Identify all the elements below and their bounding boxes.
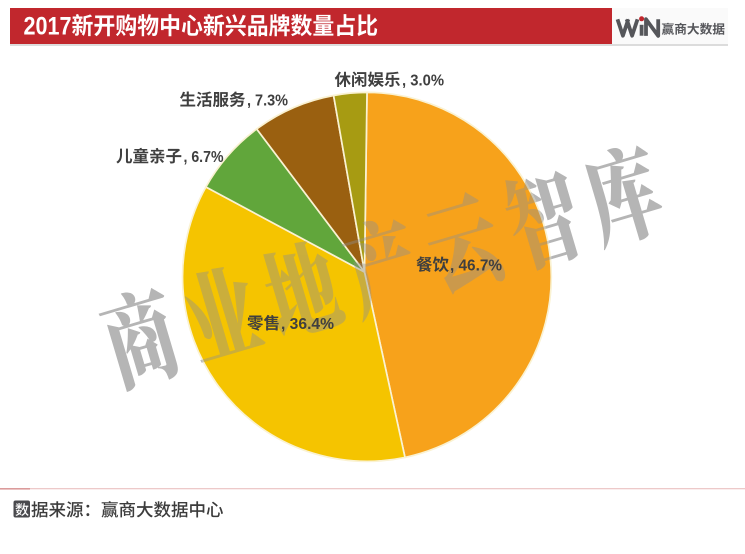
svg-text:, 6.7%: , 6.7% bbox=[184, 149, 224, 166]
svg-text:, 3.0%: , 3.0% bbox=[402, 73, 444, 90]
svg-text:, 46.7%: , 46.7% bbox=[450, 258, 502, 275]
svg-text:, 36.4%: , 36.4% bbox=[281, 316, 334, 333]
svg-text:, 7.3%: , 7.3% bbox=[247, 93, 288, 110]
svg-text:2017: 2017 bbox=[24, 13, 72, 41]
